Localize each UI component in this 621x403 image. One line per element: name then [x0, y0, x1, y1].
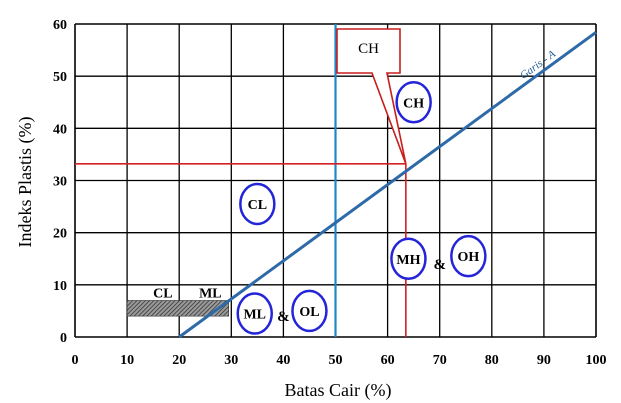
- hatched-rect: [126, 300, 229, 317]
- x-tick-label-30: 30: [224, 353, 238, 368]
- zone-label-ch: CH: [403, 96, 424, 111]
- y-tick-label-40: 40: [53, 122, 67, 137]
- x-tick-label-70: 70: [433, 353, 447, 368]
- zone-ampersand: &: [433, 257, 446, 273]
- zone-circle-mh: [390, 237, 427, 280]
- axis-ticks: 0 10 20 30 40 50 60 70 80 90 100 0 10 20 30 40 50 60: [53, 18, 607, 368]
- zone-circle-ch: [395, 81, 432, 124]
- y-tick-label-60: 60: [53, 18, 67, 33]
- x-tick-label-80: 80: [485, 353, 499, 368]
- y-tick-label-30: 30: [53, 175, 67, 190]
- x-axis-label: Batas Cair (%): [285, 380, 392, 401]
- hatched-label-cl: CL: [153, 286, 172, 301]
- y-tick-label-50: 50: [53, 70, 67, 85]
- hatched-label-ml: ML: [199, 286, 222, 301]
- zone-ampersand: &: [277, 309, 290, 325]
- zone-circle-oh: [450, 234, 487, 278]
- ch-callout: CH: [336, 28, 407, 165]
- x-tick-label-40: 40: [276, 353, 290, 368]
- callout-text: CH: [358, 41, 379, 57]
- x-tick-label-60: 60: [381, 353, 395, 368]
- x-tick-label-20: 20: [172, 353, 186, 368]
- y-axis-label: Indeks Plastis (%): [15, 117, 36, 248]
- y-tick-label-10: 10: [53, 279, 67, 294]
- zone-circle-cl: [239, 182, 276, 226]
- zone-label-ml: ML: [243, 308, 266, 323]
- zone-label-oh: OH: [457, 250, 479, 265]
- a-line: [178, 31, 597, 339]
- y-tick-label-0: 0: [60, 331, 67, 346]
- cl-ml-hatched-zone: CL ML: [126, 286, 229, 317]
- zone-circle-ol: [291, 289, 328, 333]
- x-tick-label-90: 90: [537, 353, 551, 368]
- zone-circle-ml: [236, 292, 273, 335]
- x-tick-label-50: 50: [329, 353, 343, 368]
- y-tick-label-20: 20: [53, 227, 67, 242]
- x-tick-label-100: 100: [586, 353, 607, 368]
- x-tick-label-10: 10: [120, 353, 134, 368]
- x-tick-label-0: 0: [72, 353, 79, 368]
- zone-label-mh: MH: [396, 253, 420, 268]
- callout-box: [336, 28, 407, 165]
- zone-label-ol: OL: [299, 305, 319, 320]
- zone-label-cl: CL: [248, 198, 267, 213]
